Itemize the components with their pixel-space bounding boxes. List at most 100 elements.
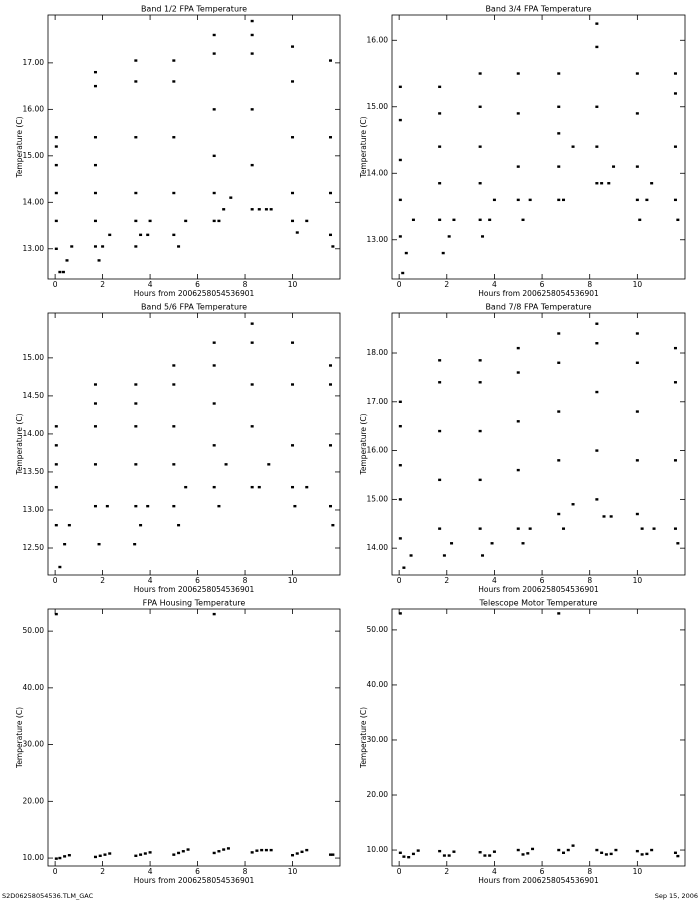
point <box>305 848 309 852</box>
point <box>521 218 525 222</box>
point <box>329 136 333 139</box>
point <box>269 848 273 852</box>
point <box>595 342 599 345</box>
point <box>54 219 58 223</box>
point <box>602 515 606 518</box>
point <box>93 463 97 466</box>
footer-date: Sep 15, 2006 <box>655 892 698 900</box>
point <box>673 72 677 75</box>
point <box>250 322 254 325</box>
point <box>404 251 408 255</box>
point <box>250 33 254 37</box>
point <box>54 145 58 148</box>
point <box>212 154 216 158</box>
y-tick-label: 16.00 <box>367 35 389 44</box>
point <box>650 182 654 185</box>
point <box>562 851 566 854</box>
point <box>172 853 176 856</box>
point <box>673 459 677 462</box>
point <box>645 198 649 202</box>
point <box>483 854 487 857</box>
point <box>63 542 67 546</box>
point <box>438 85 442 89</box>
plot-frame <box>391 312 686 576</box>
point <box>139 853 143 856</box>
point <box>250 383 254 386</box>
point <box>571 503 575 506</box>
point <box>257 208 261 211</box>
point <box>97 542 101 546</box>
point <box>212 52 216 55</box>
point <box>398 612 402 615</box>
point <box>134 136 138 139</box>
point <box>516 346 520 350</box>
point <box>438 478 442 482</box>
point <box>528 527 532 530</box>
point <box>441 251 445 255</box>
point <box>93 425 97 428</box>
point <box>172 504 176 508</box>
y-tick-label: 13.00 <box>367 235 389 244</box>
point <box>557 165 561 168</box>
y-tick-label: 15.00 <box>23 353 45 362</box>
point <box>614 848 618 852</box>
point <box>438 145 442 148</box>
point <box>640 527 644 530</box>
point <box>676 854 680 858</box>
point <box>148 219 152 223</box>
point <box>673 198 677 202</box>
point <box>250 163 254 167</box>
point <box>635 410 639 413</box>
point <box>566 848 570 852</box>
x-tick-label: 10 <box>633 867 643 876</box>
point <box>146 504 150 508</box>
point <box>212 364 216 367</box>
point <box>172 233 176 237</box>
x-tick-label: 8 <box>587 576 592 585</box>
point <box>108 233 112 237</box>
point <box>516 420 520 423</box>
y-tick-label: 18.00 <box>367 348 389 357</box>
point <box>54 191 58 195</box>
point <box>58 856 62 860</box>
point <box>54 136 58 139</box>
y-axis-label: Temperature (C) <box>359 707 368 769</box>
point <box>93 163 97 167</box>
point <box>212 612 216 616</box>
y-tick-label: 15.00 <box>367 494 389 503</box>
x-tick-label: 0 <box>397 867 402 876</box>
point <box>407 855 411 859</box>
point <box>93 402 97 405</box>
x-tick-label: 10 <box>633 280 643 289</box>
y-axis-label: Temperature (C) <box>359 116 368 178</box>
point <box>640 853 644 856</box>
point <box>562 527 566 530</box>
x-axis-label: Hours from 2006258054536901 <box>478 876 599 885</box>
y-tick-label: 20.00 <box>367 790 389 799</box>
point <box>134 425 138 428</box>
chart-title: Band 3/4 FPA Temperature <box>485 5 591 14</box>
point <box>600 182 604 185</box>
plot-frame <box>391 608 686 867</box>
point <box>488 218 492 222</box>
x-tick-label: 4 <box>148 867 153 876</box>
x-tick-label: 10 <box>288 867 298 876</box>
point <box>105 504 109 508</box>
point <box>134 245 138 248</box>
point <box>650 848 654 852</box>
point <box>291 45 295 48</box>
plot-frame <box>47 14 341 280</box>
point <box>516 198 520 202</box>
point <box>67 854 71 857</box>
point <box>329 191 333 195</box>
point <box>600 851 604 854</box>
point <box>97 259 101 262</box>
point <box>250 485 254 489</box>
x-tick-label: 0 <box>53 867 58 876</box>
point <box>673 851 677 854</box>
y-tick-label: 12.50 <box>23 543 45 552</box>
point <box>528 198 532 202</box>
point <box>54 463 58 466</box>
point <box>442 854 446 857</box>
